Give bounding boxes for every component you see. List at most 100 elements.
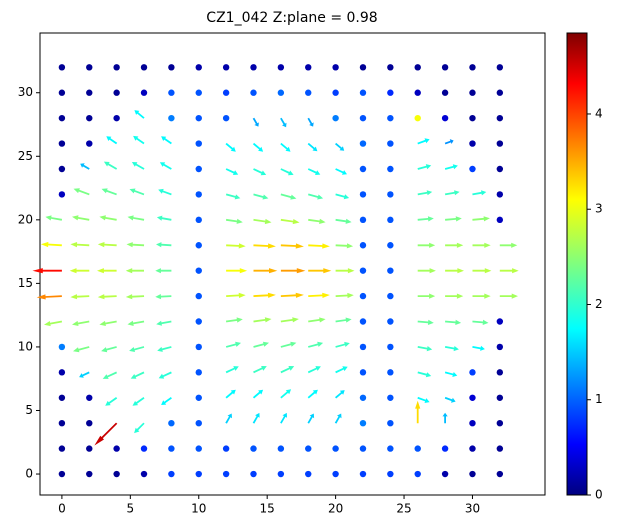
colorbar-tick-label: 3 <box>595 202 603 216</box>
vector-arrow <box>280 193 297 200</box>
vector-arrow <box>307 142 318 152</box>
vector-dot <box>140 470 148 478</box>
x-tick-label: 20 <box>328 502 343 516</box>
vector-dot <box>359 470 367 478</box>
vector-dot <box>195 64 202 71</box>
vector-dot <box>496 318 504 325</box>
vector-arrow <box>45 215 63 221</box>
vector-dot <box>58 394 66 401</box>
vector-arrow <box>417 396 430 403</box>
vector-dot <box>195 369 202 376</box>
vector-dot <box>469 89 476 96</box>
vector-dot <box>496 394 504 401</box>
vector-arrow <box>253 268 278 274</box>
vector-dot <box>387 394 394 401</box>
x-tick-label: 25 <box>396 502 411 516</box>
vector-dot <box>195 216 202 224</box>
vector-arrow <box>253 168 267 176</box>
vector-dot <box>469 470 476 478</box>
vector-dot <box>359 419 367 427</box>
vector-arrow <box>155 294 172 300</box>
vector-arrow <box>280 117 287 128</box>
vector-arrow <box>335 168 347 175</box>
vector-arrow <box>155 268 172 274</box>
vector-dot <box>58 445 66 452</box>
vector-dot <box>387 89 394 96</box>
vector-dot <box>414 89 421 96</box>
vector-dot <box>469 165 476 173</box>
vector-arrow <box>80 163 90 170</box>
x-tick-label: 0 <box>58 502 66 516</box>
vector-dot <box>387 64 394 71</box>
vector-arrow <box>307 389 318 399</box>
vector-arrow <box>499 242 518 248</box>
vector-dot <box>359 369 367 376</box>
vector-dot <box>58 140 66 147</box>
vector-arrow <box>308 193 324 200</box>
vector-dot <box>387 445 394 452</box>
vector-arrow <box>253 317 272 323</box>
y-tick-label: 5 <box>25 403 33 417</box>
vector-dot <box>58 64 66 71</box>
vector-dot <box>277 64 285 71</box>
vector-arrow <box>472 242 491 248</box>
vector-arrow <box>101 346 117 353</box>
vector-dot <box>387 267 394 274</box>
vector-arrow <box>415 400 421 424</box>
vector-arrow <box>252 142 264 152</box>
vector-dot <box>58 369 66 376</box>
vector-arrow <box>226 317 243 323</box>
x-tick-label: 10 <box>191 502 206 516</box>
vector-dot <box>250 89 257 96</box>
vector-arrow <box>417 164 432 170</box>
vector-dot <box>250 470 257 478</box>
vector-dot <box>113 114 120 122</box>
vector-dot <box>387 318 394 325</box>
vector-dot <box>58 419 66 427</box>
vector-arrow <box>226 292 246 298</box>
vector-arrow <box>125 268 144 274</box>
vector-arrow <box>499 293 518 299</box>
vector-dot <box>469 369 476 376</box>
vector-dot <box>387 343 394 351</box>
vector-dot <box>195 394 202 401</box>
vector-arrow <box>225 341 241 348</box>
vector-arrow <box>127 215 145 221</box>
vector-arrow <box>99 320 117 326</box>
vector-dot <box>441 470 449 478</box>
x-tick-label: 5 <box>127 502 135 516</box>
vector-arrow <box>129 346 145 352</box>
vector-arrow <box>307 168 321 175</box>
vector-arrow <box>472 268 492 274</box>
vector-arrow <box>129 188 145 196</box>
vector-dot <box>195 191 202 198</box>
vector-dot <box>168 64 175 71</box>
vector-arrow <box>253 218 272 225</box>
vector-dot <box>168 89 175 96</box>
colorbar-tick-label: 1 <box>595 392 603 406</box>
vector-dot <box>496 89 504 96</box>
vector-dot <box>496 445 504 452</box>
vector-dot <box>387 191 394 198</box>
vector-arrow <box>280 218 300 225</box>
vector-arrow <box>72 320 90 326</box>
y-tick-label: 20 <box>18 212 33 226</box>
vector-dot <box>414 470 421 478</box>
vector-dot <box>195 445 202 452</box>
colorbar <box>567 33 587 495</box>
vector-dot <box>222 89 230 96</box>
vector-arrow <box>417 371 432 378</box>
vector-arrow <box>225 366 239 374</box>
vector-dot <box>222 64 230 71</box>
vector-dot <box>387 242 394 249</box>
vector-dot <box>359 216 367 224</box>
vector-dot <box>305 64 312 71</box>
vector-arrow <box>472 190 487 196</box>
vector-arrow <box>280 412 287 424</box>
vector-arrow <box>156 320 172 326</box>
vector-arrow <box>225 389 236 399</box>
vector-arrow <box>445 293 464 299</box>
vector-dot <box>140 445 148 452</box>
vector-arrow <box>280 168 294 176</box>
vector-arrow <box>308 218 326 224</box>
